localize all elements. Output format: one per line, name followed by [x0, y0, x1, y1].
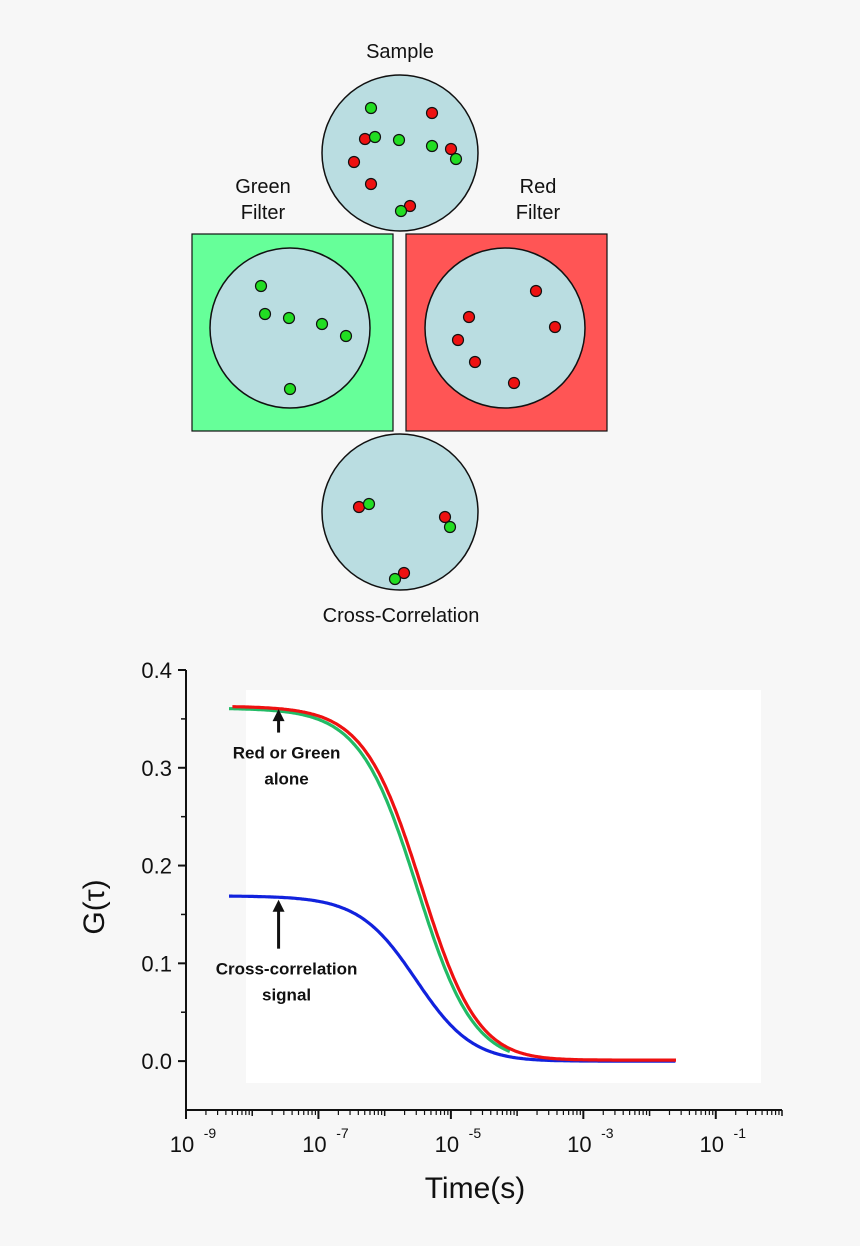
green-filter-diagram: Green Filter — [191, 176, 394, 432]
red-dot — [397, 566, 411, 580]
x-tick-label: 10 — [170, 1132, 194, 1157]
red-dot — [347, 155, 361, 169]
red-dot — [462, 310, 476, 324]
x-tick-exponent: -9 — [204, 1125, 217, 1141]
x-tick-exponent: -1 — [734, 1125, 747, 1141]
cross-correlation-label: Cross-Correlation — [323, 605, 480, 627]
green-dot — [315, 317, 329, 331]
x-tick-label: 10 — [435, 1132, 459, 1157]
red-dot — [364, 177, 378, 191]
sample-circle — [321, 74, 479, 232]
red-dot — [548, 320, 562, 334]
red-filter-dots — [451, 284, 562, 390]
annotation-label: Cross-correlation — [216, 960, 358, 979]
green-dot — [364, 101, 378, 115]
green-dot — [394, 204, 408, 218]
red-filter-diagram: Red Filter — [405, 176, 608, 432]
red-dot — [352, 500, 366, 514]
cross-circle — [321, 433, 479, 591]
y-axis-label: G(τ) — [78, 879, 111, 934]
cross-dots — [352, 497, 457, 586]
x-tick-label: 10 — [302, 1132, 326, 1157]
series-line-red-alone — [232, 705, 677, 1062]
axes — [185, 670, 782, 1111]
y-tick-label: 0.4 — [141, 658, 172, 683]
y-tick-label: 0.1 — [141, 951, 172, 976]
y-tick-label: 0.2 — [141, 854, 172, 879]
cross-correlation-diagram: Cross-Correlation — [321, 433, 480, 627]
red-dot — [529, 284, 543, 298]
series-line-green-alone — [228, 707, 511, 1053]
x-ticks: 10 -9 10 -7 10 -5 10 -3 10 -1 — [170, 1110, 783, 1157]
green-filter-label-line1: Green — [235, 176, 291, 198]
x-tick-exponent: -5 — [469, 1125, 482, 1141]
annotation-label: signal — [262, 986, 311, 1005]
x-tick-label: 10 — [700, 1132, 724, 1157]
annotation-label: Red or Green — [233, 744, 341, 763]
x-tick-exponent: -7 — [336, 1125, 349, 1141]
curves — [228, 705, 677, 1063]
y-tick-label: 0.0 — [141, 1049, 172, 1074]
green-dot — [254, 279, 268, 293]
y-ticks: 0.0 0.1 0.2 0.3 0.4 — [141, 658, 186, 1074]
red-dot — [507, 376, 521, 390]
red-dot — [403, 199, 417, 213]
red-filter-circle — [424, 247, 586, 409]
red-dot — [444, 142, 458, 156]
green-dot — [388, 572, 402, 586]
fcs-chart: Red or Green alone Cross-correlation signal… — [78, 658, 783, 1205]
green-dot — [449, 152, 463, 166]
annotation-label: alone — [264, 770, 308, 789]
green-dot — [258, 307, 272, 321]
green-dot — [443, 520, 457, 534]
red-dot — [451, 333, 465, 347]
green-dot — [282, 311, 296, 325]
annotation-arrow-head — [272, 709, 285, 722]
annotations: Red or Green alone Cross-correlation signal — [216, 709, 358, 1005]
green-dot — [362, 497, 376, 511]
green-dot — [339, 329, 353, 343]
plot-background — [246, 690, 761, 1083]
green-dot — [283, 382, 297, 396]
x-tick-label: 10 — [567, 1132, 591, 1157]
green-filter-dots — [254, 279, 353, 396]
green-dot — [368, 130, 382, 144]
red-dot — [468, 355, 482, 369]
x-axis-label: Time(s) — [425, 1172, 526, 1205]
green-dot — [392, 133, 406, 147]
green-filter-label-line2: Filter — [241, 202, 286, 224]
sample-label: Sample — [366, 41, 434, 63]
green-filter-circle — [209, 247, 371, 409]
x-tick-exponent: -3 — [601, 1125, 614, 1141]
red-dot — [425, 106, 439, 120]
sample-dots — [347, 101, 463, 218]
green-dot — [425, 139, 439, 153]
red-filter-label-line1: Red — [520, 176, 557, 198]
y-tick-label: 0.3 — [141, 756, 172, 781]
red-dot — [358, 132, 372, 146]
annotation-arrow-head — [272, 899, 285, 912]
sample-diagram: Sample — [321, 41, 479, 232]
red-filter-label-line2: Filter — [516, 202, 561, 224]
red-dot — [438, 510, 452, 524]
